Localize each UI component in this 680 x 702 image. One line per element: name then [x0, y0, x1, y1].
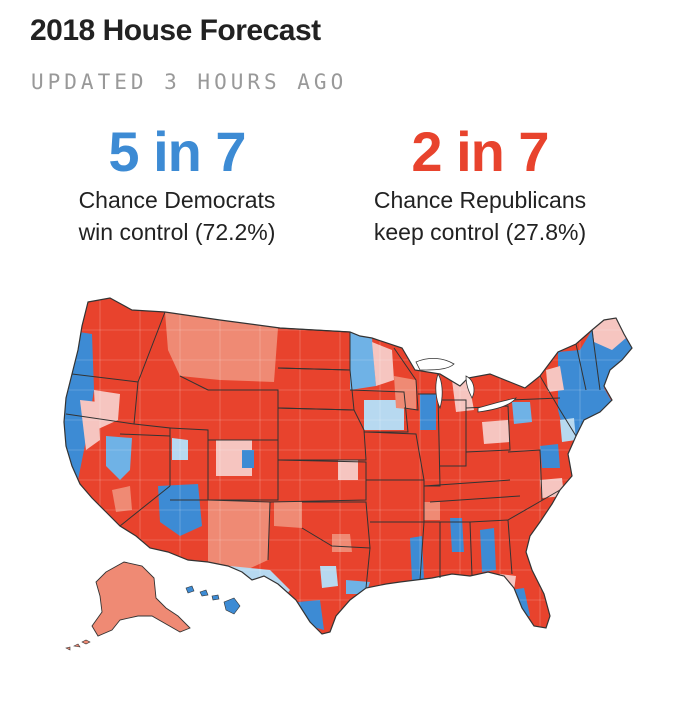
region-texas-dallas[interactable]	[332, 534, 352, 552]
region-texas-austin[interactable]	[320, 566, 338, 588]
region-georgia-atlanta[interactable]	[480, 528, 496, 572]
region-arizona[interactable]	[158, 484, 202, 536]
region-minnesota-central[interactable]	[372, 342, 394, 386]
region-minnesota-northeast[interactable]	[350, 332, 376, 390]
region-california-central[interactable]	[112, 486, 132, 512]
region-oklahoma-west[interactable]	[274, 502, 302, 528]
region-montana[interactable]	[165, 312, 278, 382]
alaska[interactable]	[65, 561, 191, 651]
region-alabama-black-belt[interactable]	[450, 518, 464, 552]
republicans-odds-label-line1: Chance Republicans	[373, 187, 587, 213]
region-tennessee[interactable]	[424, 502, 440, 520]
district-map-svg[interactable]	[20, 290, 660, 670]
region-new-jersey[interactable]	[560, 418, 576, 442]
region-louisiana[interactable]	[388, 590, 406, 604]
region-chicago[interactable]	[420, 394, 436, 430]
republicans-odds: 2 in 7 Chance Republicans keep control (…	[330, 120, 630, 248]
region-kansas-east[interactable]	[338, 460, 358, 480]
page-title: 2018 House Forecast	[30, 14, 321, 47]
lake-huron	[465, 375, 475, 399]
lake-superior	[415, 358, 455, 371]
region-wisconsin[interactable]	[394, 376, 416, 410]
region-iowa[interactable]	[364, 400, 404, 430]
republicans-odds-headline: 2 in 7	[411, 120, 549, 183]
region-texas-south[interactable]	[298, 600, 324, 630]
region-utah[interactable]	[172, 438, 188, 460]
region-new-york-upstate[interactable]	[546, 366, 564, 392]
district-map[interactable]	[20, 290, 660, 670]
democrats-odds: 5 in 7 Chance Democrats win control (72.…	[27, 120, 327, 248]
updated-timestamp: UPDATED 3 HOURS AGO	[31, 70, 348, 94]
democrats-odds-label-line1: Chance Democrats	[78, 187, 276, 213]
region-oregon-interior[interactable]	[94, 390, 120, 430]
region-new-mexico[interactable]	[208, 500, 270, 572]
state-borders	[63, 297, 633, 635]
great-lakes	[415, 358, 517, 413]
democrats-odds-label-line2: win control (72.2%)	[78, 219, 276, 245]
republicans-odds-label-line2: keep control (27.8%)	[373, 219, 587, 245]
lake-michigan	[435, 373, 443, 410]
hawaii[interactable]	[185, 585, 241, 615]
region-maine[interactable]	[592, 318, 626, 350]
region-california-north[interactable]	[80, 400, 100, 450]
region-dc-virginia[interactable]	[540, 444, 560, 468]
region-nevada[interactable]	[106, 436, 132, 480]
region-pacific-coast[interactable]	[64, 330, 136, 540]
region-new-england[interactable]	[558, 320, 632, 440]
lake-erie	[477, 397, 517, 413]
region-ohio[interactable]	[482, 420, 510, 444]
region-pennsylvania-west[interactable]	[512, 402, 532, 424]
democrats-odds-headline: 5 in 7	[108, 120, 246, 183]
region-denver[interactable]	[242, 450, 254, 468]
